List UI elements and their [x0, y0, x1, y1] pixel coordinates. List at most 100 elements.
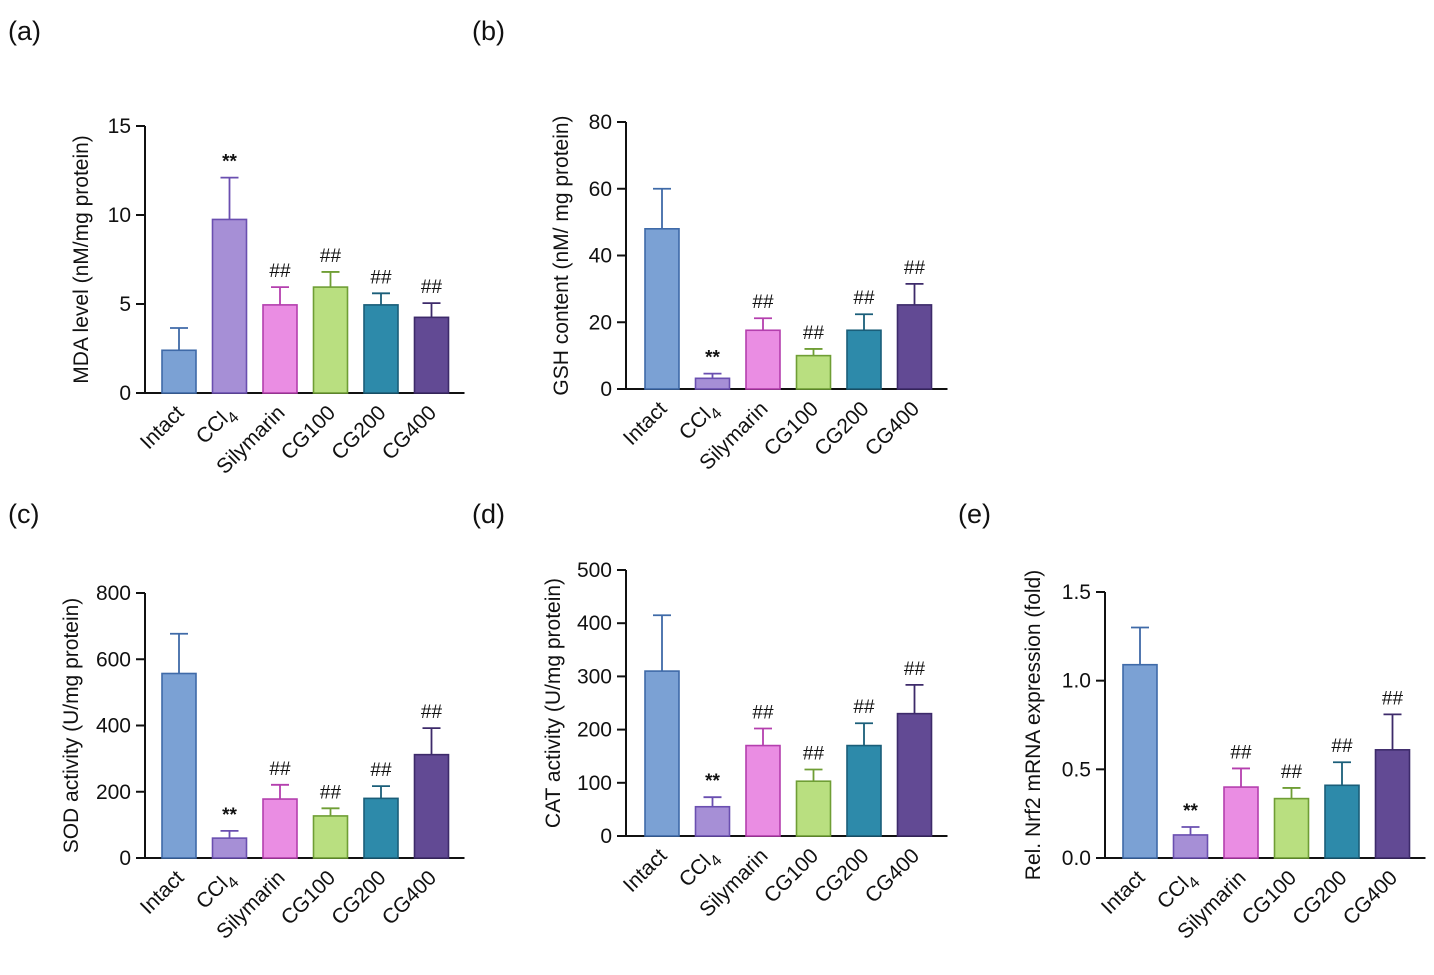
bar-cg200 [846, 744, 882, 837]
bar-silymarin [745, 744, 781, 837]
panel-label: (d) [472, 499, 505, 529]
y-tick-label: 0 [600, 378, 612, 401]
chart-panel-1: (a) 0 5 10 15 MDA level (nM/mg protein) Intact… [8, 16, 465, 479]
bar-cg200 [1324, 784, 1360, 859]
significance-label: ** [705, 348, 720, 369]
category-label: Silymarin [1173, 866, 1250, 943]
bar-cg400 [1374, 749, 1411, 859]
y-tick-label: 0 [600, 825, 612, 848]
y-tick-label: 200 [96, 781, 131, 804]
chart-panel-4: (d) 0 100 200 300 400 500 CAT activity (U/mg pr… [472, 499, 948, 922]
y-axis-label: SOD activity (U/mg protein) [60, 598, 83, 854]
category-label: CG100 [277, 866, 340, 929]
panel-label: (c) [8, 499, 39, 529]
bar-intact [1122, 663, 1158, 859]
bar-cg400 [413, 753, 450, 859]
panel-label: (e) [958, 499, 991, 529]
y-tick-label: 15 [108, 115, 131, 138]
category-label: CG200 [810, 844, 873, 907]
y-tick-label: 1.5 [1062, 581, 1091, 604]
significance-label: ## [320, 782, 342, 803]
significance-label: ## [421, 277, 443, 298]
significance-label: ## [320, 246, 342, 267]
y-tick-label: 300 [577, 665, 612, 688]
y-tick-label: 40 [589, 245, 612, 268]
bar-ccl4 [694, 805, 731, 837]
category-label: Intact [136, 401, 189, 454]
significance-label: ## [370, 760, 392, 781]
y-tick-label: 0.0 [1062, 847, 1091, 870]
y-tick-label: 80 [589, 111, 612, 134]
category-label: CG400 [861, 844, 924, 907]
y-tick-label: 5 [119, 293, 131, 316]
significance-label: ** [222, 152, 237, 173]
bar-cg400 [896, 304, 933, 390]
significance-label: ## [904, 659, 926, 680]
y-tick-label: 10 [108, 204, 131, 227]
y-axis-label: GSH content (nM/ mg protein) [550, 115, 573, 395]
bar-intact [161, 349, 197, 394]
significance-label: ## [370, 267, 392, 288]
category-label: Intact [136, 866, 189, 919]
y-axis-label: Rel. Nrf2 mRNA expression (fold) [1022, 570, 1045, 880]
bar-cg400 [896, 712, 933, 837]
y-tick-label: 500 [577, 559, 612, 582]
category-label: Intact [1097, 866, 1150, 919]
significance-label: ## [269, 759, 291, 780]
y-axis-label: MDA level (nM/mg protein) [70, 135, 93, 384]
bar-intact [644, 228, 680, 390]
category-label: CG100 [277, 401, 340, 464]
y-tick-label: 0 [119, 847, 131, 870]
bar-silymarin [1223, 786, 1259, 859]
y-axis-label: CAT activity (U/mg protein) [542, 578, 565, 828]
bar-cg100 [795, 354, 832, 390]
y-tick-label: 60 [589, 178, 612, 201]
y-tick-label: 800 [96, 582, 131, 605]
bar-cg100 [795, 780, 832, 837]
category-label: CG100 [1238, 866, 1301, 929]
panel-label: (b) [472, 16, 505, 46]
significance-label: ## [752, 292, 774, 313]
bar-ccl4 [694, 377, 731, 390]
category-label: CG100 [760, 397, 823, 460]
chart-panel-2: (b) 0 20 40 60 80 GSH content (nM/ mg protein)… [472, 16, 948, 475]
panel-label: (a) [8, 16, 41, 46]
bar-ccl4 [211, 218, 248, 394]
y-tick-label: 100 [577, 772, 612, 795]
y-tick-label: 400 [96, 715, 131, 738]
chart-panel-3: (c) 0 200 400 600 800 SOD activity (U/mg prote… [8, 499, 465, 944]
significance-label: ## [1382, 688, 1404, 709]
significance-label: ## [752, 703, 774, 724]
category-label: CG100 [760, 844, 823, 907]
category-label: CG200 [327, 401, 390, 464]
category-label: Silymarin [695, 397, 772, 474]
significance-label: ** [222, 805, 237, 826]
bar-cg100 [312, 286, 349, 394]
significance-label: ## [803, 323, 825, 344]
category-label: CG200 [810, 397, 873, 460]
significance-label: ** [1183, 801, 1198, 822]
significance-label: ## [1230, 742, 1252, 763]
category-label: CG400 [378, 866, 441, 929]
significance-label: ## [269, 261, 291, 282]
y-tick-label: 1.0 [1062, 670, 1091, 693]
bar-ccl4 [1172, 834, 1209, 859]
y-tick-label: 400 [577, 612, 612, 635]
category-label: Intact [619, 397, 672, 450]
y-tick-label: 600 [96, 648, 131, 671]
y-tick-label: 0 [119, 382, 131, 405]
bar-cg400 [413, 316, 450, 394]
category-label: CG400 [1339, 866, 1402, 929]
category-label: Silymarin [212, 401, 289, 478]
category-label: Silymarin [212, 866, 289, 943]
y-tick-label: 0.5 [1062, 758, 1091, 781]
y-tick-label: 200 [577, 719, 612, 742]
bar-cg100 [312, 815, 349, 859]
y-tick-label: 20 [589, 311, 612, 334]
category-label: CG200 [1288, 866, 1351, 929]
category-label: CG400 [378, 401, 441, 464]
category-label: CG400 [861, 397, 924, 460]
significance-label: ## [1331, 736, 1353, 757]
significance-label: ## [853, 288, 875, 309]
